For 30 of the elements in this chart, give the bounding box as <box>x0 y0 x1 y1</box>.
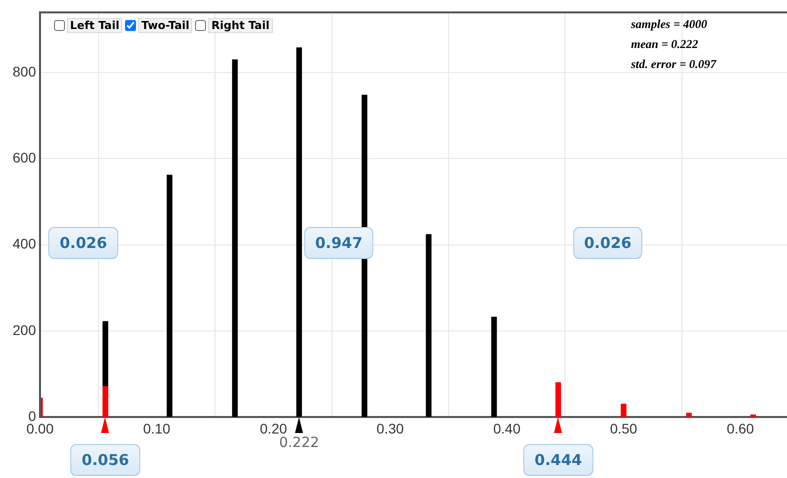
y-tick-label: 600 <box>12 150 36 166</box>
bar <box>686 412 692 417</box>
text: 0.222 <box>279 435 320 451</box>
x-tick-label: 0.60 <box>726 420 754 436</box>
x-tick-label: 0.50 <box>610 420 638 436</box>
bar <box>491 316 497 417</box>
y-tick-label: 200 <box>12 322 36 338</box>
annotation: Right Tail <box>208 18 273 33</box>
annotation: Left Tail <box>67 18 122 33</box>
annotation: 0.026 <box>48 227 118 260</box>
bar <box>362 94 368 417</box>
bar <box>620 404 626 417</box>
bar <box>426 234 432 417</box>
annotation: Two-Tail <box>138 18 192 33</box>
text: 0.056 <box>70 444 140 476</box>
annotation: mean = 0.222 <box>631 36 700 53</box>
bar <box>166 174 172 417</box>
x-tick-label: 0.20 <box>260 420 288 436</box>
x-tick-label: 0.30 <box>376 420 404 436</box>
annotation: 0.026 <box>572 227 642 260</box>
bar <box>232 59 238 417</box>
text: 0.444 <box>524 444 593 476</box>
annotation: 0.947 <box>304 227 374 260</box>
x-tick-label: 0.10 <box>143 420 171 436</box>
bar <box>102 321 108 387</box>
x-tick-label: 0.40 <box>493 420 521 436</box>
y-tick-label: 800 <box>12 64 36 80</box>
y-tick-label: 400 <box>12 236 36 252</box>
annotation: samples = 4000 <box>631 16 708 33</box>
annotation: std. error = 0.097 <box>631 56 716 73</box>
